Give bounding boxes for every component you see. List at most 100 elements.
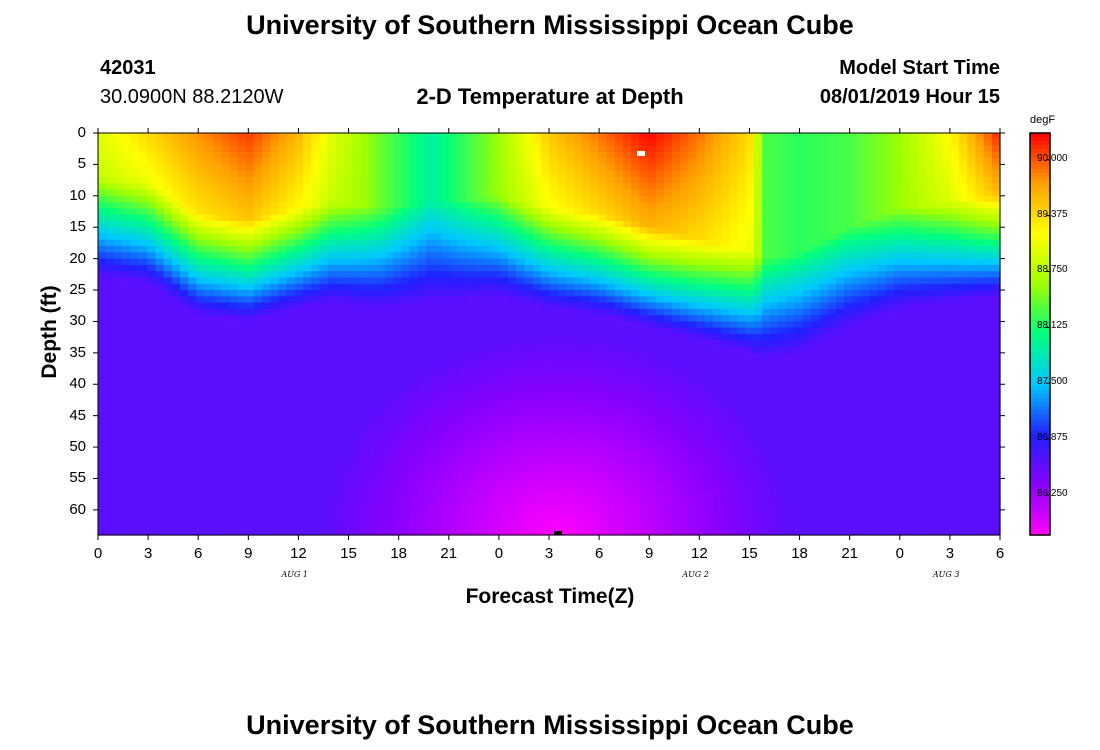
- heatmap-cell: [499, 434, 509, 442]
- heatmap-cell: [155, 164, 165, 172]
- heatmap-cell: [171, 239, 181, 247]
- heatmap-cell: [294, 183, 304, 191]
- heatmap-cell: [590, 346, 599, 354]
- heatmap-cell: [696, 195, 706, 203]
- heatmap-cell: [704, 183, 714, 191]
- heatmap-cell: [672, 176, 681, 184]
- heatmap-cell: [713, 246, 722, 253]
- heatmap-cell: [540, 239, 550, 247]
- heatmap-cell: [114, 308, 124, 316]
- heatmap-cell: [713, 252, 722, 260]
- heatmap-cell: [106, 164, 115, 172]
- heatmap-cell: [385, 151, 394, 159]
- heatmap-cell: [98, 459, 107, 467]
- heatmap-cell: [229, 176, 238, 184]
- heatmap-cell: [663, 277, 673, 285]
- heatmap-cell: [221, 176, 230, 184]
- heatmap-cell: [540, 195, 550, 203]
- heatmap-cell: [286, 302, 296, 310]
- heatmap-cell: [573, 440, 583, 448]
- heatmap-cell: [581, 283, 591, 291]
- heatmap-cell: [229, 239, 238, 247]
- heatmap-cell: [352, 509, 361, 517]
- heatmap-cell: [508, 145, 517, 153]
- heatmap-cell: [573, 277, 583, 285]
- heatmap-cell: [565, 321, 575, 329]
- heatmap-cell: [360, 189, 370, 197]
- heatmap-cell: [270, 170, 279, 178]
- heatmap-cell: [426, 434, 435, 442]
- heatmap-cell: [606, 396, 616, 404]
- heatmap-cell: [491, 447, 501, 454]
- heatmap-cell: [606, 321, 616, 329]
- heatmap-cell: [139, 497, 148, 505]
- heatmap-cell: [434, 377, 443, 385]
- heatmap-cell: [467, 202, 476, 209]
- heatmap-cell: [294, 239, 304, 247]
- heatmap-cell: [524, 497, 534, 505]
- heatmap-cell: [278, 283, 288, 291]
- heatmap-cell: [376, 396, 386, 404]
- heatmap-cell: [680, 421, 689, 429]
- heatmap-cell: [409, 264, 419, 272]
- heatmap-cell: [598, 164, 607, 172]
- heatmap-cell: [122, 459, 132, 467]
- heatmap-cell: [122, 158, 132, 166]
- heatmap-cell: [475, 139, 484, 147]
- heatmap-cell: [606, 334, 616, 341]
- heatmap-cell: [614, 170, 624, 178]
- heatmap-cell: [573, 214, 583, 222]
- heatmap-cell: [278, 334, 288, 341]
- heatmap-cell: [663, 145, 673, 153]
- heatmap-cell: [278, 202, 288, 209]
- heatmap-cell: [188, 208, 197, 216]
- heatmap-cell: [130, 176, 140, 184]
- heatmap-cell: [467, 334, 476, 341]
- heatmap-cell: [245, 302, 255, 310]
- heatmap-cell: [147, 271, 156, 279]
- heatmap-cell: [155, 484, 165, 492]
- heatmap-cell: [713, 133, 722, 140]
- heatmap-cell: [565, 516, 575, 524]
- heatmap-cell: [672, 220, 681, 228]
- heatmap-cell: [663, 415, 673, 423]
- heatmap-cell: [286, 403, 296, 410]
- heatmap-cell: [286, 296, 296, 304]
- heatmap-cell: [344, 390, 353, 398]
- heatmap-cell: [401, 189, 411, 197]
- heatmap-cell: [360, 403, 370, 410]
- heatmap-cell: [180, 472, 189, 480]
- heatmap-cell: [663, 447, 673, 454]
- heatmap-cell: [270, 327, 279, 335]
- heatmap-cell: [713, 377, 722, 385]
- heatmap-cell: [155, 308, 165, 316]
- heatmap-cell: [171, 472, 181, 480]
- heatmap-cell: [655, 271, 665, 279]
- heatmap-cell: [647, 415, 657, 423]
- heatmap-cell: [294, 428, 304, 436]
- heatmap-cell: [401, 233, 411, 241]
- heatmap-cell: [335, 472, 345, 480]
- heatmap-cell: [475, 277, 484, 285]
- heatmap-cell: [352, 208, 361, 216]
- heatmap-cell: [237, 509, 247, 517]
- heatmap-cell: [130, 296, 140, 304]
- heatmap-cell: [458, 277, 468, 285]
- heatmap-cell: [590, 189, 599, 197]
- heatmap-cell: [335, 170, 345, 178]
- heatmap-cell: [549, 296, 558, 304]
- heatmap-cell: [303, 334, 312, 341]
- heatmap-cell: [622, 440, 632, 448]
- heatmap-cell: [721, 195, 730, 203]
- heatmap-cell: [278, 252, 288, 260]
- heatmap-cell: [614, 271, 624, 279]
- heatmap-cell: [622, 327, 632, 335]
- heatmap-cell: [393, 264, 402, 272]
- heatmap-cell: [516, 264, 525, 272]
- heatmap-cell: [270, 220, 279, 228]
- heatmap-cell: [376, 346, 386, 354]
- heatmap-cell: [311, 264, 320, 272]
- heatmap-cell: [270, 465, 279, 473]
- heatmap-cell: [106, 334, 115, 341]
- heatmap-cell: [229, 202, 238, 209]
